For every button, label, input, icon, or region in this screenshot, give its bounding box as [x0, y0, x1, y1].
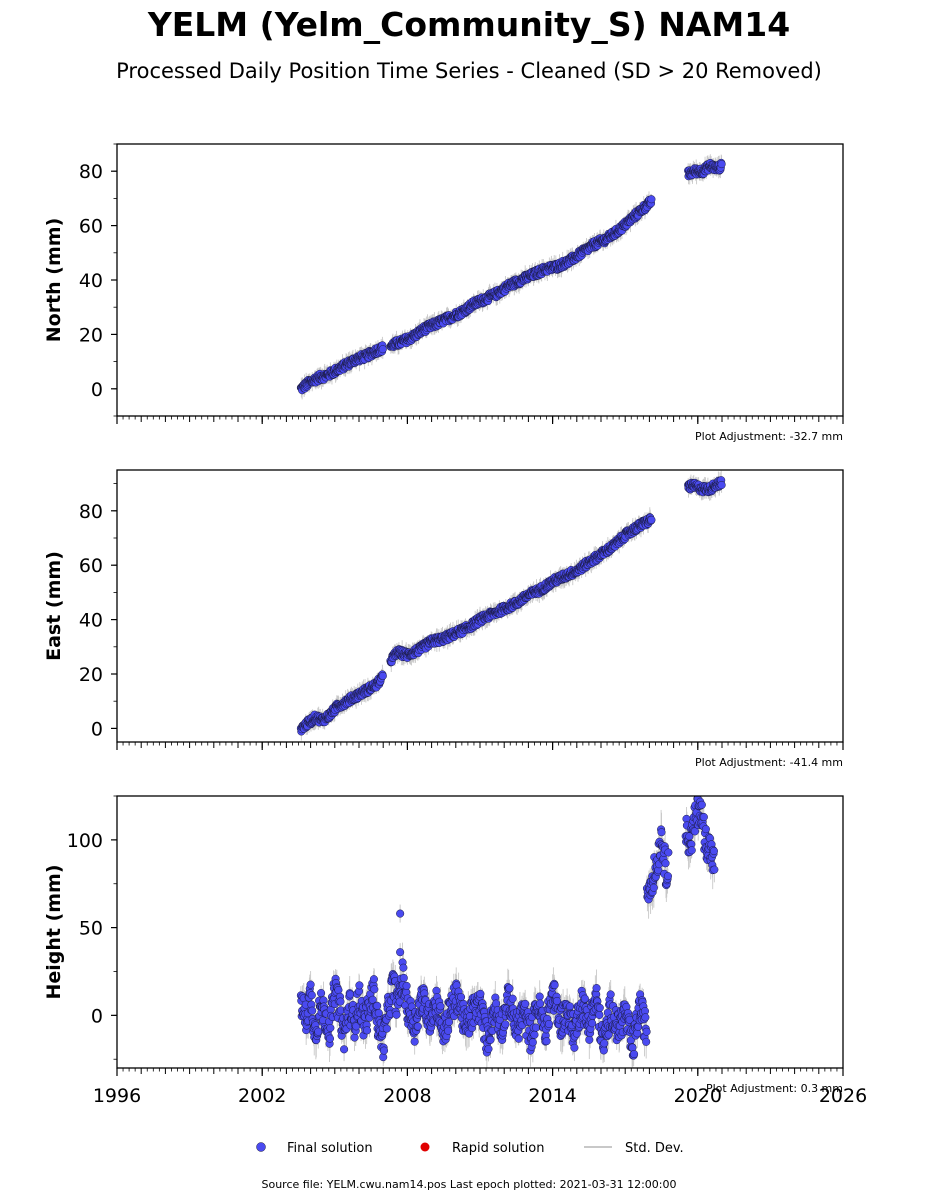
y-axis-label: Height (mm): [43, 864, 65, 999]
y-tick-label: 80: [79, 501, 103, 523]
figure-title: YELM (Yelm_Community_S) NAM14: [147, 5, 790, 44]
x-tick-label: 2014: [528, 1085, 576, 1107]
y-tick-label: 0: [91, 1005, 103, 1027]
panel-2: 0 20 40 60 80 East (mm) Plot Adjustment: -41.4…: [43, 469, 844, 769]
y-tick-label: 60: [79, 216, 103, 238]
y-tick-label: 0: [91, 718, 103, 740]
y-axis-label: East (mm): [43, 551, 65, 661]
y-tick-label: 50: [79, 918, 103, 940]
y-tick-label: 100: [67, 830, 103, 852]
panels-group: 0 20 40 60 80 North (mm) Plot Adjustment: -32.…: [43, 143, 867, 1107]
final-point: [378, 671, 387, 680]
x-tick-label: 1996: [93, 1085, 141, 1107]
final-point: [378, 345, 387, 354]
y-axis-label: North (mm): [43, 218, 65, 343]
x-tick-label: 2026: [819, 1085, 867, 1107]
data-points: [296, 796, 719, 1068]
plot-adjustment-note: Plot Adjustment: -32.7 mm: [695, 430, 843, 443]
x-tick-label: 2020: [674, 1085, 722, 1107]
y-tick-label: 60: [79, 555, 103, 577]
figure-subtitle: Processed Daily Position Time Series - C…: [116, 59, 822, 83]
x-tick-label: 2002: [238, 1085, 286, 1107]
y-tick-label: 80: [79, 161, 103, 183]
final-solution-points: [296, 476, 726, 736]
plot-adjustment-note: Plot Adjustment: 0.3 mm: [706, 1082, 843, 1095]
data-points: [296, 470, 726, 741]
data-points: [296, 154, 726, 400]
y-tick-label: 0: [91, 379, 103, 401]
final-point: [647, 195, 656, 204]
final-point: [717, 160, 726, 169]
final-solution-points: [296, 158, 726, 395]
plot-adjustment-note: Plot Adjustment: -41.4 mm: [695, 756, 843, 769]
final-point: [717, 480, 726, 490]
y-tick-label: 40: [79, 270, 103, 292]
plot-frame: [116, 143, 844, 417]
y-tick-label: 20: [79, 664, 103, 686]
x-tick-label: 2008: [383, 1085, 431, 1107]
y-tick-label: 40: [79, 610, 103, 632]
panel-1: 0 20 40 60 80 North (mm) Plot Adjustment: -32.…: [43, 143, 844, 443]
final-point: [647, 515, 656, 524]
plot-frame: [116, 469, 844, 743]
y-tick-label: 20: [79, 324, 103, 346]
